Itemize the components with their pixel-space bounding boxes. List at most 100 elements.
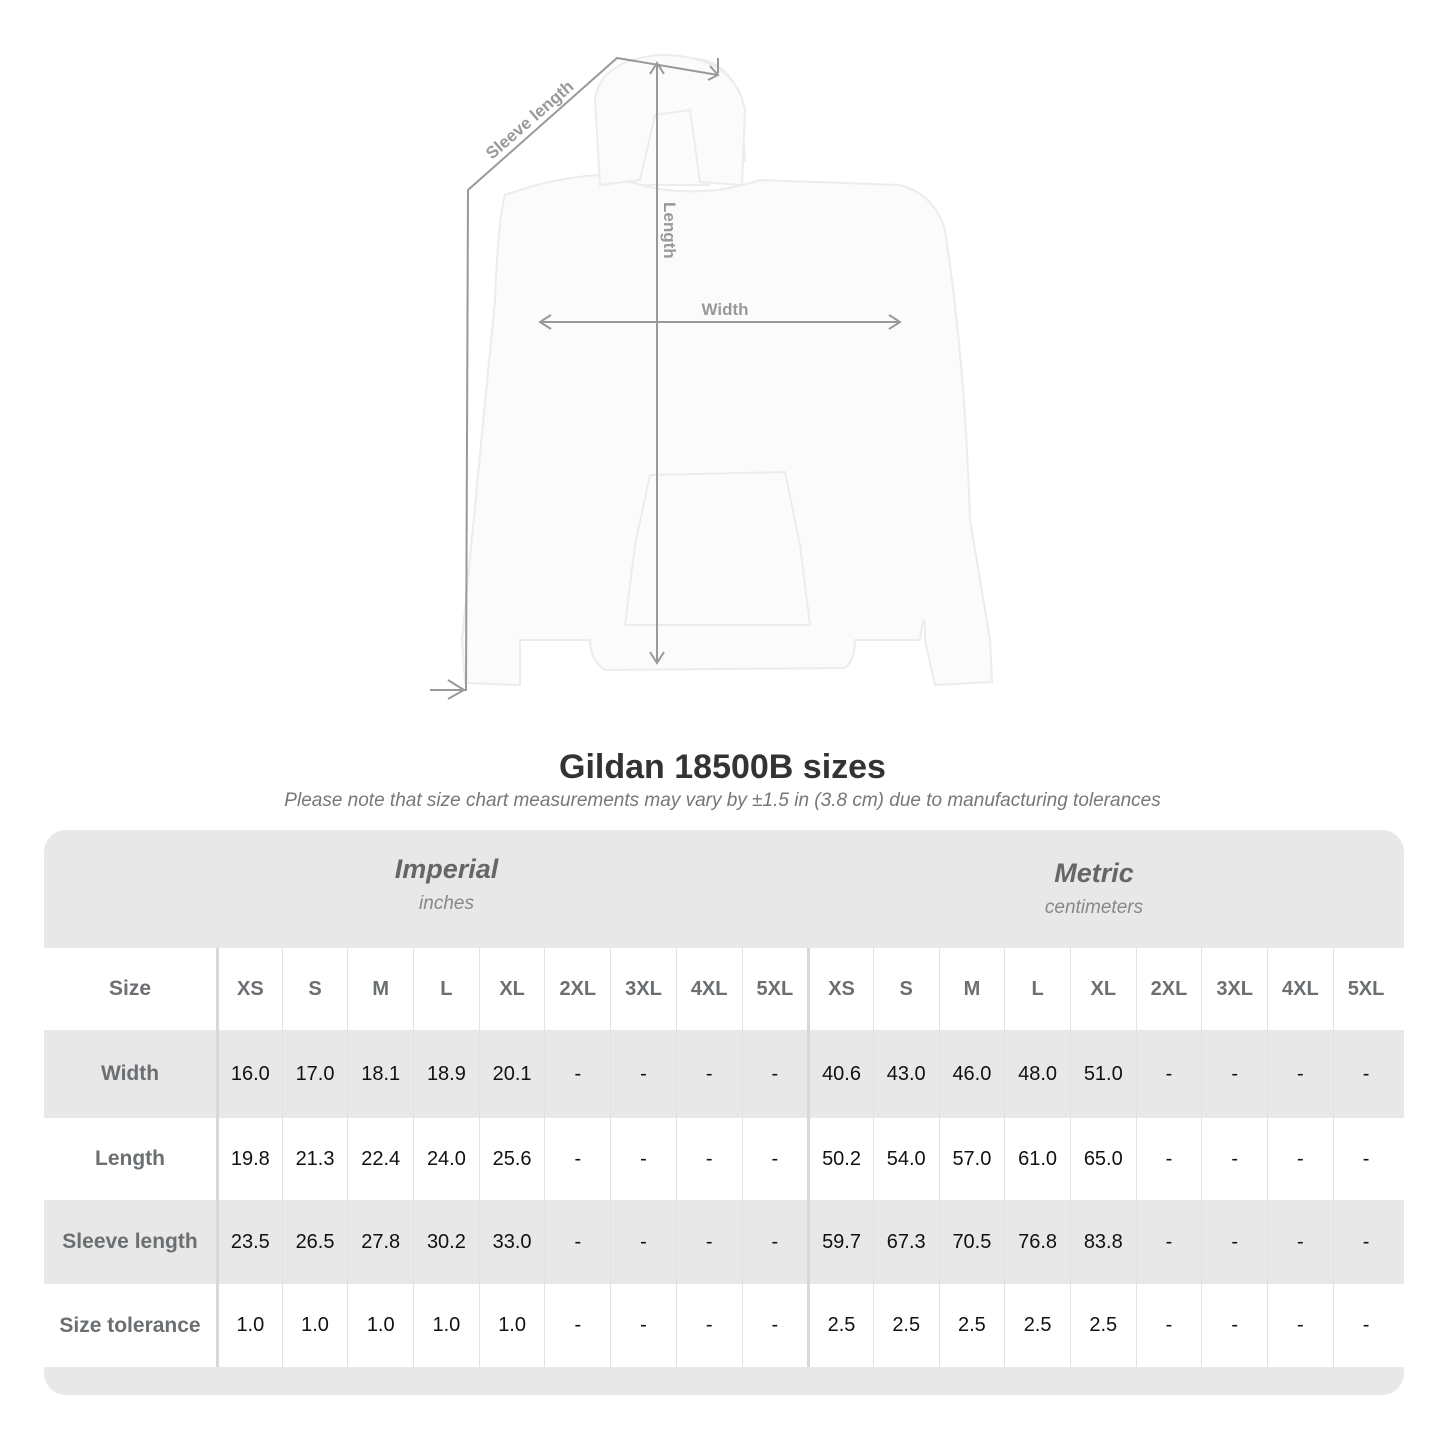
imperial-title: Imperial xyxy=(394,854,499,884)
imperial-value-cell: - xyxy=(675,1118,742,1200)
imperial-size-header: L xyxy=(413,948,479,1030)
metric-value-cell: 67.3 xyxy=(872,1200,939,1284)
metric-size-header: 2XL xyxy=(1135,948,1202,1030)
metric-size-header: 4XL xyxy=(1267,948,1333,1030)
imperial-value-cell: 20.1 xyxy=(478,1030,545,1118)
metric-value-cell: 65.0 xyxy=(1069,1118,1136,1200)
row-label: Length xyxy=(95,1147,165,1170)
metric-size-header: 3XL xyxy=(1201,948,1267,1030)
imperial-value-cell: 1.0 xyxy=(478,1284,545,1367)
metric-value-cell: 61.0 xyxy=(1004,1118,1070,1200)
metric-value-cell: 2.5 xyxy=(1004,1284,1070,1367)
metric-value-cell: - xyxy=(1332,1284,1399,1367)
measurement-lines xyxy=(430,56,902,700)
metric-value-cell: - xyxy=(1332,1118,1399,1200)
metric-value-cell: - xyxy=(1135,1030,1202,1118)
arrow-icon xyxy=(649,61,665,665)
metric-value-cell: 50.2 xyxy=(807,1118,873,1200)
row-label: Width xyxy=(100,1062,160,1085)
imperial-value-cell: - xyxy=(741,1200,808,1284)
metric-value-cell: 2.5 xyxy=(807,1284,873,1367)
imperial-size-header: XS xyxy=(216,948,282,1030)
imperial-value-cell: 21.3 xyxy=(281,1118,348,1200)
arrow-icon xyxy=(538,314,902,330)
metric-value-cell: 40.6 xyxy=(807,1030,873,1118)
imperial-value-cell: 16.0 xyxy=(216,1030,282,1118)
arrow-icon xyxy=(707,65,720,81)
metric-value-cell: - xyxy=(1135,1200,1202,1284)
arrow-icon xyxy=(447,679,466,700)
table-row: Length 19.8 21.3 22.4 24.0 25.6- - - -50.2 54.0 57… xyxy=(44,1118,1404,1200)
metric-header: Metric centimeters xyxy=(874,858,1314,919)
imperial-value-cell: 30.2 xyxy=(413,1200,479,1284)
imperial-size-header: 3XL xyxy=(610,948,676,1030)
imperial-value-cell: 18.1 xyxy=(347,1030,413,1118)
row-label: Size tolerance xyxy=(59,1313,201,1337)
metric-value-cell: 2.5 xyxy=(938,1284,1005,1367)
hoodie-shape xyxy=(460,53,994,687)
metric-size-header: XS xyxy=(807,948,873,1030)
imperial-size-header: 2XL xyxy=(544,948,610,1030)
metric-size-header: XL xyxy=(1069,948,1136,1030)
metric-value-cell: - xyxy=(1201,1030,1267,1118)
metric-value-cell: - xyxy=(1135,1284,1202,1367)
metric-value-cell: 46.0 xyxy=(938,1030,1005,1118)
imperial-value-cell: - xyxy=(544,1030,610,1118)
row-label: Sleeve length xyxy=(62,1230,198,1253)
metric-value-cell: 2.5 xyxy=(872,1284,939,1367)
metric-value-cell: - xyxy=(1267,1030,1333,1118)
imperial-size-header: 5XL xyxy=(741,948,808,1030)
metric-value-cell: 54.0 xyxy=(872,1118,939,1200)
imperial-size-header: 4XL xyxy=(675,948,742,1030)
table-row: Sleeve length 23.5 26.5 27.8 30.2 33.0- - - -59.… xyxy=(44,1200,1404,1284)
metric-size-header: S xyxy=(872,948,939,1030)
metric-size-header: M xyxy=(938,948,1005,1030)
imperial-value-cell: - xyxy=(741,1030,808,1118)
sleeve-length-line xyxy=(430,56,719,691)
metric-value-cell: - xyxy=(1267,1200,1333,1284)
imperial-value-cell: - xyxy=(610,1284,676,1367)
header-label: Size xyxy=(108,977,152,1000)
metric-value-cell: 70.5 xyxy=(938,1200,1005,1284)
imperial-value-cell: - xyxy=(610,1118,676,1200)
tolerance-note: Please note that size chart measurements… xyxy=(284,790,1161,811)
metric-value-cell: - xyxy=(1332,1030,1399,1118)
metric-value-cell: - xyxy=(1201,1200,1267,1284)
metric-title: Metric xyxy=(1054,858,1134,888)
imperial-value-cell: 1.0 xyxy=(347,1284,413,1367)
imperial-value-cell: 1.0 xyxy=(413,1284,479,1367)
table-row: Size tolerance 1.0 1.0 1.0 1.0 1.0- - - -2.5 2.5 2… xyxy=(44,1284,1404,1367)
imperial-value-cell: - xyxy=(610,1030,676,1118)
metric-value-cell: 51.0 xyxy=(1069,1030,1136,1118)
imperial-value-cell: 1.0 xyxy=(281,1284,348,1367)
imperial-value-cell: - xyxy=(544,1284,610,1367)
sleeve-length-label: Sleeve length xyxy=(482,77,577,163)
imperial-value-cell: 1.0 xyxy=(216,1284,282,1367)
imperial-value-cell: 27.8 xyxy=(347,1200,413,1284)
imperial-unit: inches xyxy=(419,893,474,914)
metric-value-cell: - xyxy=(1267,1118,1333,1200)
imperial-value-cell: 26.5 xyxy=(281,1200,348,1284)
imperial-value-cell: 24.0 xyxy=(413,1118,479,1200)
metric-value-cell: - xyxy=(1135,1118,1202,1200)
imperial-value-cell: 33.0 xyxy=(478,1200,545,1284)
imperial-value-cell: - xyxy=(741,1284,808,1367)
metric-value-cell: 83.8 xyxy=(1069,1200,1136,1284)
metric-value-cell: - xyxy=(1332,1200,1399,1284)
metric-value-cell: 59.7 xyxy=(807,1200,873,1284)
imperial-value-cell: 22.4 xyxy=(347,1118,413,1200)
imperial-value-cell: 17.0 xyxy=(281,1030,348,1118)
imperial-value-cell: - xyxy=(544,1200,610,1284)
imperial-size-header: XL xyxy=(478,948,545,1030)
width-label: Width xyxy=(701,300,748,319)
imperial-header: Imperial inches xyxy=(219,854,674,915)
metric-value-cell: 43.0 xyxy=(872,1030,939,1118)
table-header-row: Size XS S M L XL 2XL 3XL 4XL 5XL XS S M L XL 2XL 3XL 4XL 5… xyxy=(44,948,1404,1030)
metric-value-cell: 57.0 xyxy=(938,1118,1005,1200)
metric-unit: centimeters xyxy=(1044,897,1144,918)
metric-value-cell: - xyxy=(1201,1118,1267,1200)
imperial-value-cell: 19.8 xyxy=(216,1118,282,1200)
metric-value-cell: - xyxy=(1201,1284,1267,1367)
page-title: Gildan 18500B sizes xyxy=(559,748,886,786)
hoodie-illustration: Sleeve length Length Width xyxy=(430,53,994,700)
